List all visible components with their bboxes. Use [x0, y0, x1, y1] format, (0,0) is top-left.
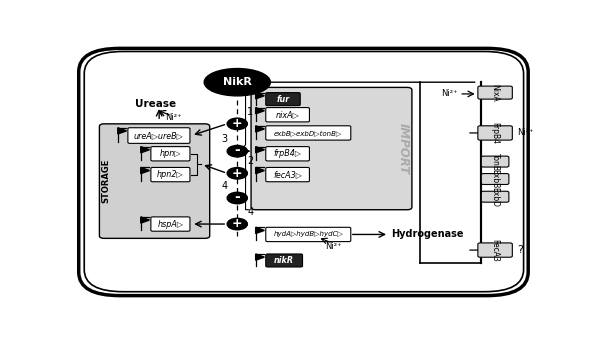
Text: +: + [232, 167, 243, 179]
Text: ureA▷ureB▷: ureA▷ureB▷ [134, 131, 184, 140]
Text: FrpB4: FrpB4 [490, 122, 499, 144]
Text: TonB: TonB [490, 152, 499, 171]
Text: Ni²⁺: Ni²⁺ [326, 242, 342, 251]
Text: fur: fur [276, 95, 289, 104]
Text: -: - [234, 190, 240, 204]
FancyBboxPatch shape [151, 217, 190, 231]
FancyBboxPatch shape [266, 126, 351, 140]
Text: +: + [232, 117, 243, 130]
Text: 3: 3 [221, 134, 228, 144]
Text: Ni²⁺: Ni²⁺ [518, 128, 534, 138]
Text: exbB▷exbD▷tonB▷: exbB▷exbD▷tonB▷ [274, 130, 342, 136]
Polygon shape [141, 147, 149, 153]
Circle shape [227, 218, 247, 230]
FancyBboxPatch shape [84, 51, 524, 292]
Text: NikR: NikR [223, 77, 251, 87]
FancyBboxPatch shape [482, 173, 509, 185]
Text: hpn2▷: hpn2▷ [157, 170, 184, 179]
Text: +: + [232, 217, 243, 230]
FancyBboxPatch shape [128, 128, 190, 143]
Text: 2: 2 [247, 156, 253, 166]
FancyBboxPatch shape [478, 243, 512, 257]
Polygon shape [256, 93, 264, 99]
Text: NixA: NixA [490, 84, 499, 101]
Polygon shape [256, 167, 264, 174]
Text: IMPORT: IMPORT [397, 123, 410, 174]
Text: Ni²⁺: Ni²⁺ [441, 90, 458, 98]
Circle shape [227, 118, 247, 129]
FancyBboxPatch shape [266, 93, 300, 105]
FancyBboxPatch shape [266, 254, 302, 267]
Text: frpB4▷: frpB4▷ [273, 149, 302, 158]
Polygon shape [141, 167, 149, 174]
Text: hydA▷hydB▷hydC▷: hydA▷hydB▷hydC▷ [273, 232, 343, 238]
Polygon shape [118, 128, 126, 134]
Text: fecA3▷: fecA3▷ [273, 170, 302, 179]
Ellipse shape [204, 69, 270, 96]
FancyBboxPatch shape [251, 88, 412, 210]
Polygon shape [141, 217, 149, 223]
Text: Hydrogenase: Hydrogenase [391, 230, 464, 239]
FancyBboxPatch shape [151, 147, 190, 161]
FancyBboxPatch shape [266, 227, 351, 242]
Text: ?: ? [518, 245, 524, 255]
Polygon shape [256, 107, 264, 114]
Text: Urease: Urease [135, 99, 177, 109]
FancyBboxPatch shape [266, 107, 310, 122]
FancyBboxPatch shape [266, 167, 310, 182]
Circle shape [227, 168, 247, 179]
Text: 4: 4 [221, 181, 228, 191]
FancyBboxPatch shape [478, 126, 512, 140]
FancyBboxPatch shape [482, 156, 509, 167]
Polygon shape [256, 147, 264, 153]
FancyBboxPatch shape [482, 191, 509, 202]
Text: 4: 4 [247, 207, 253, 217]
Polygon shape [256, 227, 264, 234]
Text: STORAGE: STORAGE [101, 159, 110, 203]
Circle shape [227, 192, 247, 204]
Text: ExbD: ExbD [490, 187, 499, 207]
Text: nikR: nikR [274, 256, 294, 265]
Text: Ni²⁺: Ni²⁺ [165, 113, 181, 122]
Text: -: - [234, 143, 240, 158]
FancyBboxPatch shape [100, 124, 210, 238]
Text: hpn▷: hpn▷ [160, 149, 181, 158]
FancyBboxPatch shape [266, 147, 310, 161]
Text: 1: 1 [247, 106, 253, 117]
FancyBboxPatch shape [151, 167, 190, 182]
Text: nixA▷: nixA▷ [276, 110, 299, 119]
Text: hspA▷: hspA▷ [157, 220, 183, 228]
Text: ExbB: ExbB [490, 169, 499, 189]
Polygon shape [256, 254, 264, 260]
Circle shape [227, 145, 247, 157]
Polygon shape [256, 126, 264, 132]
Text: FecA3: FecA3 [490, 239, 499, 262]
FancyBboxPatch shape [79, 48, 528, 296]
FancyBboxPatch shape [478, 86, 512, 99]
